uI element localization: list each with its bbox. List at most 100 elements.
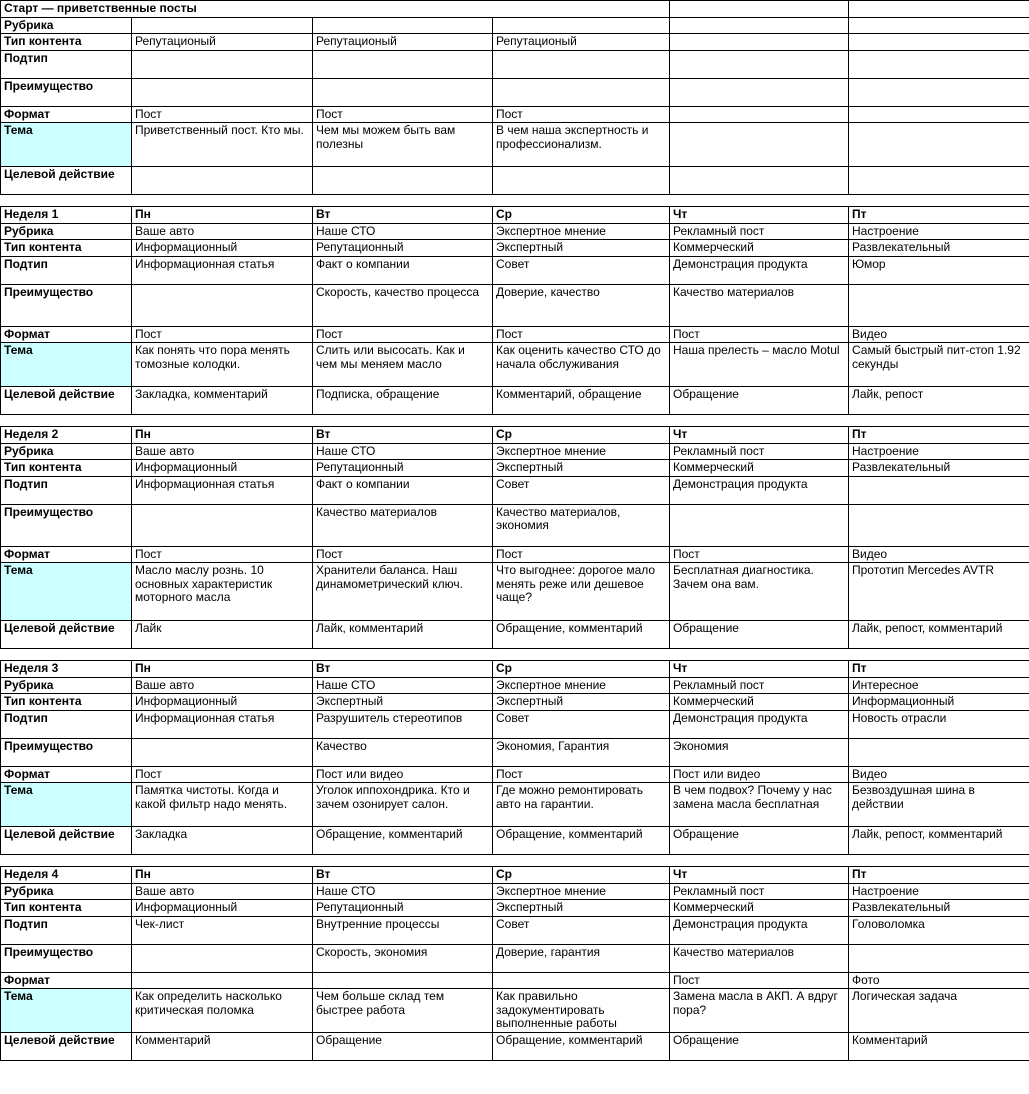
cell-format-1[interactable] xyxy=(131,971,313,989)
cell-content_type-3[interactable]: Экспертный xyxy=(492,899,670,917)
cell-content_type-1[interactable]: Информационный xyxy=(131,239,313,257)
cell-format-5[interactable]: Видео xyxy=(848,545,1029,563)
cell-target_action-4[interactable]: Обращение xyxy=(669,1032,849,1061)
cell-content_type-1[interactable]: Репутационый xyxy=(131,33,313,51)
cell-advantage-4[interactable]: Качество материалов xyxy=(669,283,849,327)
cell-rubrika-2[interactable]: Наше СТО xyxy=(312,222,493,240)
cell-theme-5[interactable] xyxy=(848,122,1029,167)
cell-content_type-1[interactable]: Информационный xyxy=(131,459,313,477)
cell-target_action-1[interactable]: Закладка, комментарий xyxy=(131,386,313,415)
cell-theme-4[interactable]: Замена масла в АКП. А вдруг пора? xyxy=(669,988,849,1033)
cell-content_type-4[interactable]: Коммерческий xyxy=(669,899,849,917)
cell-subtype-2[interactable] xyxy=(312,49,493,79)
cell-rubrika-3[interactable]: Экспертное мнение xyxy=(492,442,670,460)
cell-subtype-3[interactable]: Совет xyxy=(492,709,670,739)
cell-content_type-1[interactable]: Информационный xyxy=(131,899,313,917)
cell-content_type-2[interactable]: Экспертный xyxy=(312,693,493,711)
cell-format-5[interactable]: Видео xyxy=(848,765,1029,783)
cell-subtype-1[interactable]: Информационная статья xyxy=(131,255,313,285)
cell-target_action-3[interactable]: Обращение, комментарий xyxy=(492,826,670,855)
cell-rubrika-5[interactable]: Настроение xyxy=(848,442,1029,460)
cell-rubrika-4[interactable] xyxy=(669,16,850,34)
cell-target_action-1[interactable]: Комментарий xyxy=(131,1032,313,1061)
cell-target_action-2[interactable]: Обращение xyxy=(312,1032,493,1061)
cell-subtype-2[interactable]: Факт о компании xyxy=(312,255,493,285)
cell-format-4[interactable]: Пост или видео xyxy=(669,765,849,783)
cell-format-4[interactable] xyxy=(669,105,850,123)
cell-rubrika-3[interactable]: Экспертное мнение xyxy=(492,882,670,900)
cell-target_action-5[interactable]: Лайк, репост, комментарий xyxy=(848,826,1029,855)
cell-advantage-3[interactable]: Доверие, качество xyxy=(492,283,670,327)
cell-theme-1[interactable]: Масло маслу рознь. 10 основных характери… xyxy=(131,562,313,621)
cell-content_type-3[interactable]: Экспертный xyxy=(492,239,670,257)
cell-advantage-4[interactable] xyxy=(669,77,850,107)
cell-target_action-2[interactable]: Лайк, комментарий xyxy=(312,620,493,649)
cell-advantage-1[interactable] xyxy=(131,77,313,107)
cell-format-1[interactable]: Пост xyxy=(131,105,313,123)
cell-advantage-1[interactable] xyxy=(131,283,313,327)
cell-content_type-4[interactable] xyxy=(669,33,850,51)
cell-format-1[interactable]: Пост xyxy=(131,765,313,783)
cell-subtype-1[interactable] xyxy=(131,49,313,79)
cell-advantage-4[interactable] xyxy=(669,503,849,547)
cell-theme-2[interactable]: Уголок иппохондрика. Кто и зачем озониру… xyxy=(312,782,493,827)
cell-rubrika-4[interactable]: Рекламный пост xyxy=(669,676,849,694)
cell-rubrika-5[interactable]: Интересное xyxy=(848,676,1029,694)
cell-content_type-5[interactable]: Развлекательный xyxy=(848,459,1029,477)
cell-format-2[interactable]: Пост xyxy=(312,105,493,123)
cell-theme-3[interactable]: Что выгоднее: дорогое мало менять реже и… xyxy=(492,562,670,621)
cell-theme-1[interactable]: Приветственный пост. Кто мы. xyxy=(131,122,313,167)
cell-content_type-5[interactable]: Информационный xyxy=(848,693,1029,711)
cell-theme-5[interactable]: Прототип Mercedes AVTR xyxy=(848,562,1029,621)
cell-target_action-3[interactable]: Обращение, комментарий xyxy=(492,620,670,649)
cell-subtype-4[interactable]: Демонстрация продукта xyxy=(669,255,849,285)
cell-advantage-5[interactable] xyxy=(848,503,1029,547)
cell-rubrika-5[interactable]: Настроение xyxy=(848,882,1029,900)
cell-rubrika-4[interactable]: Рекламный пост xyxy=(669,222,849,240)
cell-subtype-2[interactable]: Разрушитель стереотипов xyxy=(312,709,493,739)
cell-subtype-4[interactable]: Демонстрация продукта xyxy=(669,709,849,739)
cell-theme-2[interactable]: Чем больше склад тем быстрее работа xyxy=(312,988,493,1033)
cell-theme-5[interactable]: Самый быстрый пит-стоп 1.92 секунды xyxy=(848,342,1029,387)
cell-format-2[interactable]: Пост или видео xyxy=(312,765,493,783)
cell-theme-1[interactable]: Памятка чистоты. Когда и какой фильтр на… xyxy=(131,782,313,827)
cell-target_action-2[interactable]: Подписка, обращение xyxy=(312,386,493,415)
cell-content_type-5[interactable] xyxy=(848,33,1029,51)
cell-rubrika-2[interactable]: Наше СТО xyxy=(312,676,493,694)
cell-advantage-4[interactable]: Экономия xyxy=(669,737,849,767)
cell-advantage-2[interactable]: Скорость, экономия xyxy=(312,943,493,973)
cell-target_action-3[interactable]: Обращение, комментарий xyxy=(492,1032,670,1061)
cell-content_type-4[interactable]: Коммерческий xyxy=(669,693,849,711)
cell-theme-5[interactable]: Логическая задача xyxy=(848,988,1029,1033)
cell-theme-2[interactable]: Хранители баланса. Наш динамометрический… xyxy=(312,562,493,621)
cell-theme-2[interactable]: Чем мы можем быть вам полезны xyxy=(312,122,493,167)
cell-target_action-1[interactable]: Закладка xyxy=(131,826,313,855)
cell-advantage-2[interactable] xyxy=(312,77,493,107)
cell-rubrika-1[interactable]: Ваше авто xyxy=(131,442,313,460)
cell-format-5[interactable]: Фото xyxy=(848,971,1029,989)
cell-subtype-5[interactable] xyxy=(848,475,1029,505)
cell-subtype-5[interactable]: Юмор xyxy=(848,255,1029,285)
cell-advantage-2[interactable]: Скорость, качество процесса xyxy=(312,283,493,327)
cell-advantage-3[interactable] xyxy=(491,77,671,107)
cell-rubrika-1[interactable]: Ваше авто xyxy=(131,882,313,900)
cell-advantage-5[interactable] xyxy=(848,737,1029,767)
cell-target_action-5[interactable]: Лайк, репост xyxy=(848,386,1029,415)
cell-format-3[interactable]: Пост xyxy=(491,105,671,123)
cell-rubrika-3[interactable]: Экспертное мнение xyxy=(492,676,670,694)
cell-format-3[interactable]: Пост xyxy=(492,545,670,563)
cell-subtype-3[interactable]: Совет xyxy=(492,915,670,945)
cell-subtype-2[interactable]: Внутренние процессы xyxy=(312,915,493,945)
cell-content_type-5[interactable]: Развлекательный xyxy=(848,239,1029,257)
cell-advantage-3[interactable]: Качество материалов, экономия xyxy=(492,503,670,547)
cell-advantage-5[interactable] xyxy=(848,943,1029,973)
cell-theme-1[interactable]: Как определить насколько критическая пол… xyxy=(131,988,313,1033)
cell-advantage-3[interactable]: Экономия, Гарантия xyxy=(492,737,670,767)
cell-advantage-1[interactable] xyxy=(131,737,313,767)
cell-rubrika-2[interactable]: Наше СТО xyxy=(312,882,493,900)
cell-theme-3[interactable]: Как оценить качество СТО до начала обслу… xyxy=(492,342,670,387)
cell-rubrika-3[interactable]: Экспертное мнение xyxy=(492,222,670,240)
cell-theme-4[interactable]: В чем подвох? Почему у нас замена масла … xyxy=(669,782,849,827)
cell-subtype-1[interactable]: Чек-лист xyxy=(131,915,313,945)
cell-content_type-2[interactable]: Репутационный xyxy=(312,459,493,477)
